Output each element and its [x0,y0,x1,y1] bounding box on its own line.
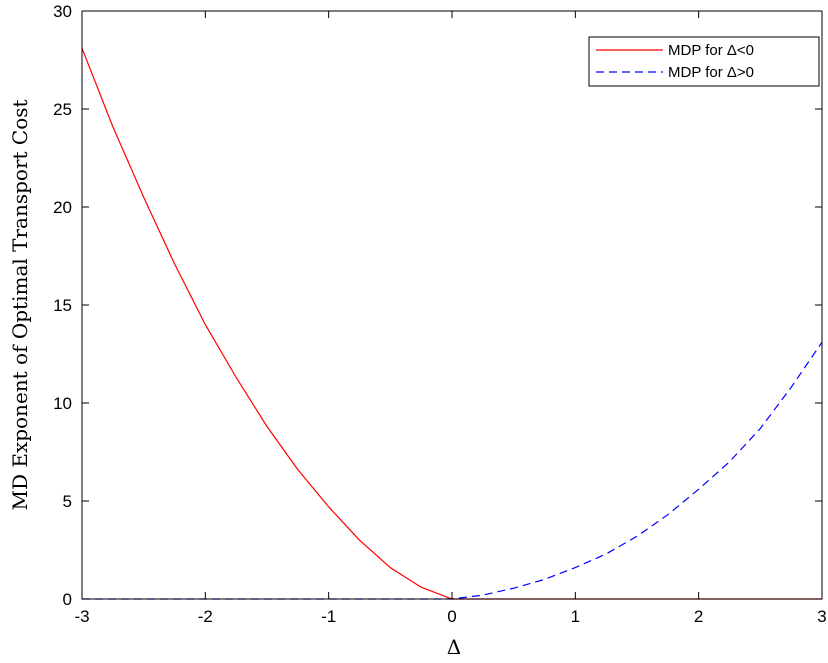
x-tick-label: 1 [571,607,580,626]
y-tick-label: 20 [53,198,72,217]
x-tick-label: 2 [694,607,703,626]
plot-frame [81,10,823,600]
x-axis-label: Δ [447,635,461,659]
x-tick-label: 0 [447,607,456,626]
x-tick-label: 3 [817,607,826,626]
y-tick-label: 5 [63,492,72,511]
plot-layer [81,47,823,600]
y-tick-label: 0 [63,590,72,609]
y-tick-label: 30 [53,2,72,21]
y-axis-label: MD Exponent of Optimal Transport Cost [8,99,32,510]
legend-label-series-1: MDP for Δ<0 [668,42,754,59]
y-tick-label: 25 [53,100,72,119]
x-tick-label: -1 [321,607,336,626]
y-tick-label: 15 [53,296,72,315]
x-tick-label: -3 [74,607,89,626]
y-tick-label: 10 [53,394,72,413]
legend-box [588,36,820,87]
series-line-1 [81,47,822,600]
legend: MDP for Δ<0 MDP for Δ>0 [588,36,820,87]
series-line-2 [82,341,823,600]
x-tick-label: -2 [198,607,213,626]
legend-label-series-2: MDP for Δ>0 [668,64,754,81]
